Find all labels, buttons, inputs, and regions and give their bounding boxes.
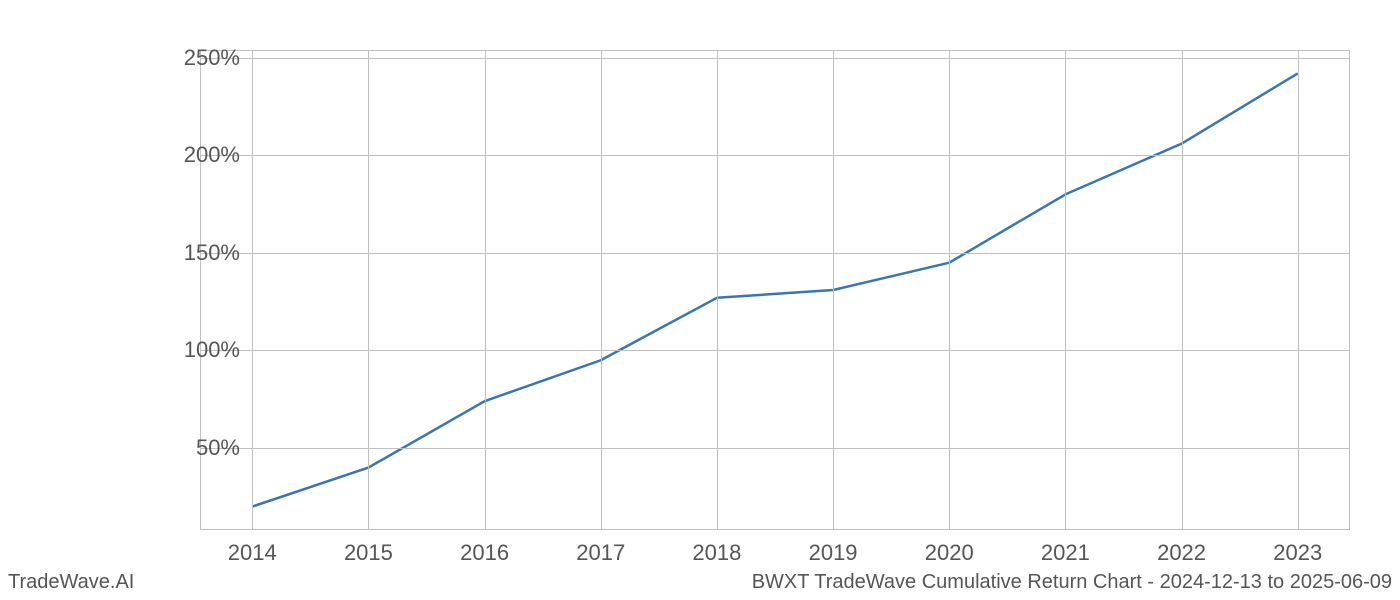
grid-line-v [485,50,486,530]
x-tick-label: 2023 [1273,540,1322,566]
y-tick-label: 100% [160,337,240,363]
x-tick-label: 2020 [925,540,974,566]
footer-right-label: BWXT TradeWave Cumulative Return Chart -… [752,571,1392,594]
grid-line-v [1298,50,1299,530]
footer-left-label: TradeWave.AI [8,571,134,594]
grid-line-h [200,448,1350,449]
x-tick-label: 2016 [460,540,509,566]
series-line [252,73,1297,506]
y-tick-label: 200% [160,142,240,168]
y-tick-label: 150% [160,240,240,266]
x-tick-label: 2022 [1157,540,1206,566]
chart-plot-area [200,50,1350,530]
x-tick-label: 2017 [576,540,625,566]
grid-line-v [368,50,369,530]
grid-line-v [601,50,602,530]
grid-line-v [1065,50,1066,530]
x-tick-label: 2021 [1041,540,1090,566]
line-series [200,50,1350,530]
x-tick-label: 2014 [228,540,277,566]
grid-line-v [1182,50,1183,530]
grid-line-h [200,253,1350,254]
grid-line-v [717,50,718,530]
grid-line-v [252,50,253,530]
grid-line-h [200,155,1350,156]
grid-line-h [200,58,1350,59]
y-tick-label: 250% [160,45,240,71]
grid-line-h [200,350,1350,351]
y-tick-label: 50% [160,435,240,461]
grid-line-v [949,50,950,530]
x-tick-label: 2019 [809,540,858,566]
x-tick-label: 2015 [344,540,393,566]
grid-line-v [833,50,834,530]
x-tick-label: 2018 [692,540,741,566]
